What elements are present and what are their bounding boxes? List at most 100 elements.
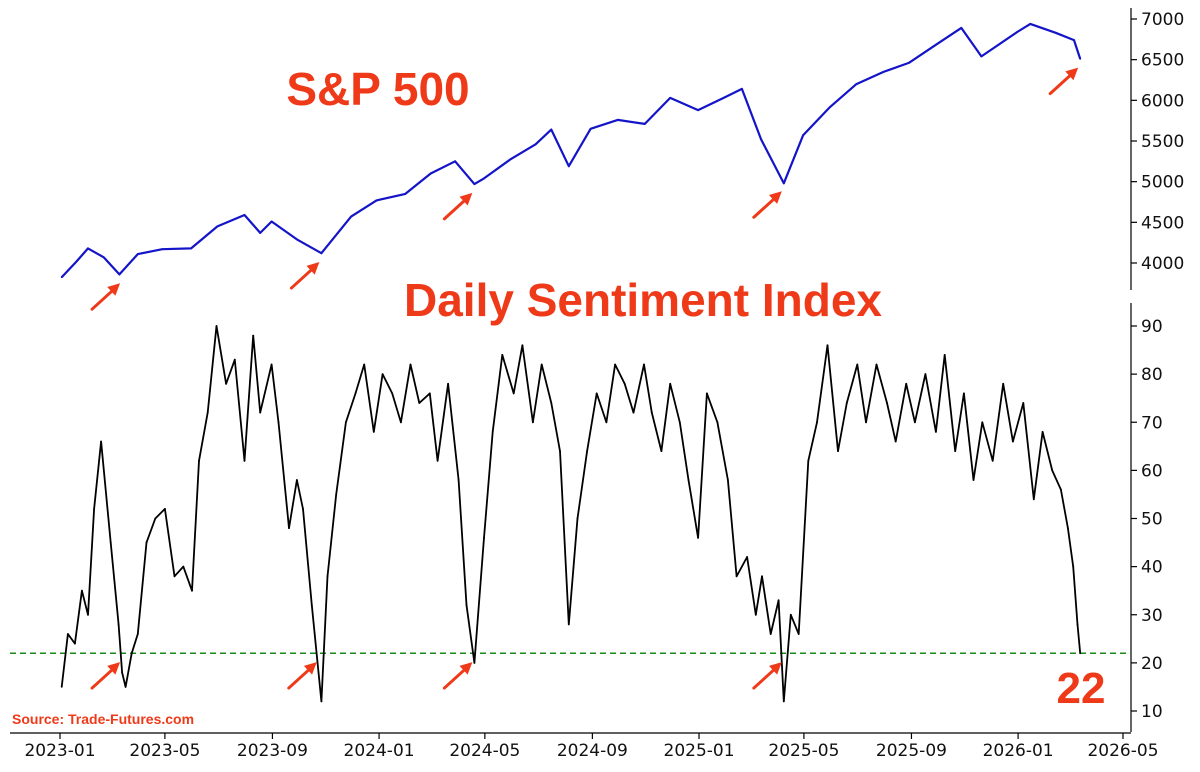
dsi-data-point	[789, 613, 792, 616]
sp500-data-point	[882, 71, 885, 73]
dsi-y-tick-label: 60	[1141, 461, 1163, 481]
dsi-arrow-shaft	[287, 666, 313, 690]
dsi-data-point	[845, 402, 848, 404]
dsi-data-point	[782, 700, 785, 703]
dsi-data-point	[559, 450, 561, 452]
dsi-data-point	[391, 392, 394, 395]
dsi-data-point	[93, 508, 95, 510]
dsi-data-point	[345, 421, 347, 424]
sp500-data-point	[429, 172, 432, 175]
dsi-data-point	[567, 623, 570, 626]
dsi-data-point	[914, 421, 916, 424]
dsi-data-point	[302, 508, 304, 510]
sp500-data-point	[75, 260, 78, 263]
dsi-y-tick-label: 40	[1141, 558, 1163, 578]
sp500-arrow-shaft	[289, 266, 315, 290]
sp500-data-point	[782, 182, 785, 185]
dsi-data-point	[816, 421, 818, 424]
source-credit: Source: Trade-Futures.com	[12, 711, 194, 727]
sp500-data-point	[741, 88, 743, 90]
dsi-arrow-shaft	[752, 666, 778, 690]
sp500-data-point	[136, 253, 139, 256]
dsi-data-point	[614, 363, 616, 366]
dsi-data-point	[354, 392, 357, 395]
dsi-data-point	[586, 450, 588, 452]
sp500-arrow-shaft	[1048, 72, 1074, 96]
dsi-data-point	[521, 344, 524, 347]
sp500-y-tick-label: 6000	[1141, 91, 1184, 111]
sp500-data-point	[243, 214, 246, 216]
date-x-axis: 2023-01 2023-05 2023-09 2024-01 2024-05 2024-…	[10, 732, 1159, 761]
sp500-data-point	[724, 96, 727, 98]
dsi-data-point	[1051, 469, 1054, 472]
dsi-data-point	[225, 382, 228, 385]
dsi-arrow-shaft	[90, 666, 116, 690]
dsi-data-point	[1022, 402, 1025, 404]
dsi-data-point	[270, 363, 273, 366]
x-tick-label: 2024-01	[344, 741, 415, 761]
dsi-y-tick-label: 70	[1141, 413, 1163, 433]
sp500-arrow-shaft	[752, 195, 778, 219]
dsi-data-point	[154, 517, 157, 520]
sp500-data-point	[550, 128, 553, 131]
sp500-data-point	[320, 252, 323, 255]
dsi-y-tick-label: 10	[1141, 702, 1163, 722]
dsi-title: Daily Sentiment Index	[404, 274, 882, 326]
dsi-data-point	[124, 686, 127, 688]
dsi-data-point	[233, 358, 236, 361]
dsi-points	[60, 325, 1082, 703]
dsi-data-point	[716, 421, 719, 424]
sp500-data-point	[760, 138, 762, 141]
dsi-data-point	[576, 517, 579, 520]
sp500-data-point	[483, 177, 485, 180]
dsi-data-point	[465, 604, 468, 606]
dsi-data-point	[697, 536, 699, 539]
dsi-y-tick-label: 80	[1141, 365, 1163, 385]
dsi-data-point	[473, 662, 476, 664]
x-tick-label: 2024-05	[449, 741, 520, 761]
dsi-data-point	[540, 363, 543, 366]
dsi-data-point	[532, 421, 534, 424]
dsi-y-tick-label: 90	[1141, 317, 1163, 337]
sp500-points	[60, 23, 1082, 279]
dsi-data-point	[81, 589, 83, 592]
dsi-data-point	[363, 363, 366, 366]
dsi-data-point	[595, 392, 598, 395]
dsi-data-point	[623, 382, 626, 385]
dsi-data-point	[252, 334, 255, 337]
dsi-data-point	[1067, 527, 1069, 529]
dsi-data-point	[963, 392, 965, 395]
dsi-data-point	[326, 575, 329, 578]
sp500-arrow-head	[107, 283, 121, 296]
sp500-data-point	[802, 134, 804, 137]
dsi-arrow-head	[459, 662, 473, 675]
dsi-data-point	[650, 411, 653, 414]
dsi-data-point	[746, 556, 748, 558]
x-tick-label: 2026-01	[983, 741, 1054, 761]
sp500-data-point	[1029, 23, 1032, 25]
dsi-data-point	[100, 440, 102, 443]
x-tick-label: 2025-05	[768, 741, 839, 761]
dsi-data-point	[400, 421, 402, 424]
sp500-arrow-shaft	[442, 197, 468, 221]
sp500-data-point	[216, 225, 219, 228]
dsi-data-point	[296, 479, 298, 481]
dsi-data-point	[418, 402, 421, 404]
dsi-data-point	[727, 479, 729, 481]
dsi-data-point	[372, 431, 375, 433]
dsi-data-point	[1002, 382, 1005, 385]
sp500-y-tick-label: 4000	[1141, 254, 1184, 274]
dsi-data-point	[981, 421, 984, 424]
dsi-last-value-label: 22	[1057, 664, 1106, 713]
dsi-data-point	[60, 686, 63, 688]
sp500-data-point	[350, 215, 352, 218]
dsi-data-point	[769, 633, 772, 635]
dsi-data-point	[335, 493, 338, 496]
dsi-data-point	[320, 700, 323, 703]
dsi-data-point	[512, 392, 515, 395]
dsi-data-point	[243, 459, 246, 462]
dsi-data-point	[109, 541, 112, 544]
sp500-y-tick-label: 5500	[1141, 132, 1184, 152]
sp500-data-point	[87, 247, 89, 250]
